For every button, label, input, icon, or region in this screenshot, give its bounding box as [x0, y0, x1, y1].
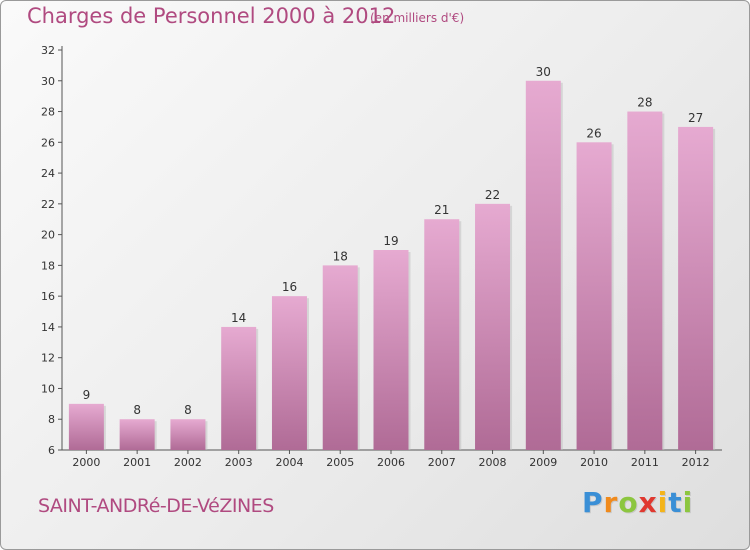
bar [322, 265, 358, 450]
x-tick-label: 2004 [275, 456, 303, 469]
bar [678, 126, 714, 450]
logo-letter: t [668, 486, 683, 519]
bar [221, 326, 257, 450]
bar-value-label: 27 [688, 111, 703, 125]
bar-value-label: 9 [83, 388, 91, 402]
bar-value-label: 8 [133, 403, 141, 417]
x-tick-label: 2003 [225, 456, 253, 469]
logo-letter: x [638, 486, 658, 519]
x-tick-label: 2005 [326, 456, 354, 469]
bar-value-label: 28 [637, 96, 652, 110]
x-tick-label: 2000 [72, 456, 100, 469]
bar-value-label: 16 [282, 280, 297, 294]
x-tick-label: 2011 [631, 456, 659, 469]
y-tick-label: 12 [41, 352, 55, 365]
bar-value-label: 26 [586, 126, 601, 140]
x-tick-label: 2007 [428, 456, 456, 469]
bar [68, 403, 104, 450]
x-tick-label: 2010 [580, 456, 608, 469]
y-tick-label: 22 [41, 198, 55, 211]
x-tick-label: 2012 [682, 456, 710, 469]
bar [119, 419, 155, 450]
bar [271, 296, 307, 450]
y-tick-label: 18 [41, 259, 55, 272]
chart-title: Charges de Personnel 2000 à 2012 [27, 4, 396, 28]
logo-letter: P [582, 486, 604, 519]
bar-value-label: 19 [383, 234, 398, 248]
bar [170, 419, 206, 450]
bar [525, 80, 561, 451]
bar [373, 250, 409, 450]
y-tick-label: 10 [41, 382, 55, 395]
y-tick-label: 16 [41, 290, 55, 303]
y-tick-label: 24 [41, 167, 55, 180]
logo-letter: o [618, 486, 639, 519]
bar-value-label: 14 [231, 311, 246, 325]
bar-value-label: 21 [434, 203, 449, 217]
x-tick-label: 2006 [377, 456, 405, 469]
bar-value-label: 30 [536, 65, 551, 79]
logo-letter: i [657, 486, 669, 519]
commune-name: SAINT-ANDRé-DE-VéZINES [38, 495, 274, 517]
y-tick-label: 30 [41, 75, 55, 88]
x-tick-label: 2001 [123, 456, 151, 469]
y-tick-label: 6 [48, 444, 55, 457]
y-tick-label: 28 [41, 106, 55, 119]
bar [424, 219, 460, 450]
logo-letter: r [603, 486, 619, 519]
bar-value-label: 8 [184, 403, 192, 417]
y-tick-label: 26 [41, 136, 55, 149]
bar [576, 142, 612, 451]
x-tick-label: 2002 [174, 456, 202, 469]
bar [627, 111, 663, 451]
y-tick-label: 20 [41, 229, 55, 242]
bar-value-label: 18 [333, 249, 348, 263]
y-tick-label: 8 [48, 413, 55, 426]
x-tick-label: 2009 [529, 456, 557, 469]
y-tick-label: 14 [41, 321, 55, 334]
x-tick-label: 2008 [479, 456, 507, 469]
bar [475, 203, 511, 450]
y-tick-label: 32 [41, 44, 55, 57]
bar-value-label: 22 [485, 188, 500, 202]
logo-letter: i [682, 486, 694, 519]
chart-unit-label: (en milliers d'€) [370, 11, 465, 25]
proxiti-logo: Proxiti [582, 486, 693, 519]
